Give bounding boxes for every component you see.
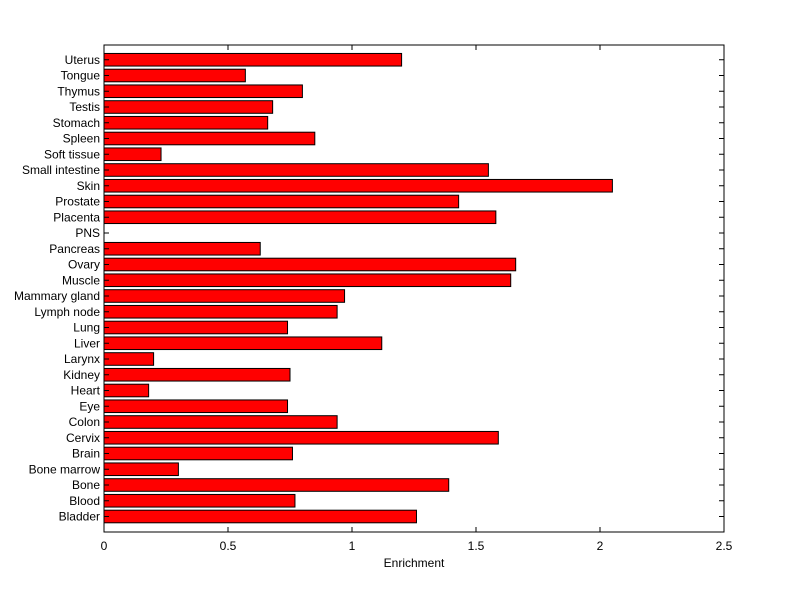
bar-bladder xyxy=(103,509,417,524)
y-tick-label: Brain xyxy=(72,447,100,461)
y-tick-label: Blood xyxy=(69,494,100,508)
y-tick-label: Larynx xyxy=(64,352,100,366)
bar-blood xyxy=(103,493,296,508)
bar-uterus xyxy=(103,52,403,67)
bar-spleen xyxy=(103,131,316,146)
y-tick-label: Thymus xyxy=(57,84,100,98)
y-tick-label: Skin xyxy=(77,179,100,193)
x-tick-label: 2.5 xyxy=(716,539,733,553)
bar-heart xyxy=(103,383,150,398)
bar-eye xyxy=(103,399,289,414)
y-tick-label: Spleen xyxy=(63,132,100,146)
bar-stomach xyxy=(103,115,269,130)
bar-placenta xyxy=(103,210,497,225)
bar-skin xyxy=(103,178,613,193)
bars xyxy=(103,52,613,524)
y-tick-label: Bladder xyxy=(59,510,100,524)
bar-lung xyxy=(103,320,289,335)
x-axis: 0 0.5 1 1.5 2 2.5 xyxy=(101,45,733,553)
bar-bone xyxy=(103,478,450,492)
bar-muscle xyxy=(103,273,512,288)
bar-small-intestine xyxy=(103,163,489,177)
y-tick-label: Eye xyxy=(79,399,100,413)
bar-lymph-node xyxy=(103,304,338,319)
x-tick-label: 0 xyxy=(101,539,108,553)
bar-ovary xyxy=(103,257,517,272)
y-tick-label: Muscle xyxy=(62,273,100,287)
y-tick-label: Heart xyxy=(71,384,101,398)
x-tick-label: 0.5 xyxy=(220,539,237,553)
y-tick-label: Lung xyxy=(73,321,100,335)
y-tick-label: Tongue xyxy=(61,69,101,83)
y-tick-label: Colon xyxy=(69,415,100,429)
bar-testis xyxy=(103,100,274,114)
bar-cervix xyxy=(103,430,499,445)
y-tick-label: Liver xyxy=(74,336,100,350)
bar-thymus xyxy=(103,84,303,99)
bar-soft-tissue xyxy=(103,147,162,162)
y-tick-label: Placenta xyxy=(53,210,100,224)
bar-kidney xyxy=(103,367,291,382)
y-tick-label: Lymph node xyxy=(34,305,100,319)
y-tick-label: Stomach xyxy=(53,116,100,130)
y-tick-label: Soft tissue xyxy=(44,147,100,161)
x-tick-label: 1.5 xyxy=(468,539,485,553)
x-axis-title: Enrichment xyxy=(384,556,445,570)
y-tick-label: Testis xyxy=(69,100,100,114)
bar-prostate xyxy=(103,194,460,209)
y-tick-label: Bone xyxy=(72,478,100,492)
y-tick-label: Bone marrow xyxy=(29,462,101,476)
bar-liver xyxy=(103,336,383,351)
y-tick-label: Pancreas xyxy=(49,242,100,256)
bar-tongue xyxy=(103,68,246,83)
bar-mammary-gland xyxy=(103,289,346,303)
x-tick-label: 2 xyxy=(597,539,604,553)
y-tick-label: Small intestine xyxy=(22,163,100,177)
bar-pancreas xyxy=(103,241,261,256)
bar-colon xyxy=(103,415,338,429)
y-tick-label: Prostate xyxy=(55,195,100,209)
bar-bone-marrow xyxy=(103,462,179,477)
bar-brain xyxy=(103,446,293,461)
y-tick-label: PNS xyxy=(75,226,100,240)
y-tick-label: Kidney xyxy=(63,368,100,382)
bar-larynx xyxy=(103,352,155,366)
y-tick-label: Mammary gland xyxy=(14,289,100,303)
y-tick-label: Ovary xyxy=(68,258,100,272)
y-tick-label: Uterus xyxy=(65,53,100,67)
y-tick-label: Cervix xyxy=(66,431,100,445)
x-tick-label: 1 xyxy=(349,539,356,553)
